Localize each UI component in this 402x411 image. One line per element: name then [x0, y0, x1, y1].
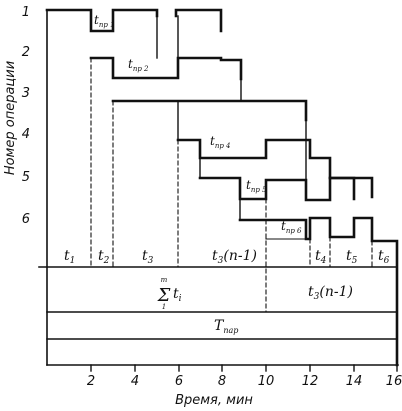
y-tick-6: 6 [22, 212, 30, 227]
y-tick-3: 3 [22, 86, 30, 101]
x-tick-12: 12 [302, 374, 319, 389]
row2-labels: m Σ 1 ti t3(n-1) [157, 276, 353, 311]
dashed-guides [90, 57, 373, 313]
x-tick-8: 8 [218, 374, 226, 389]
t-pr1-label: tпр 1 [94, 13, 115, 29]
x-tick-6: 6 [175, 374, 183, 389]
dimension-lines [38, 266, 398, 340]
op5-bar [198, 176, 356, 202]
row1-t2: t2 [98, 248, 110, 266]
row1-t5: t5 [346, 248, 358, 266]
sum-sign: Σ [157, 285, 171, 306]
x-tick-2: 2 [87, 374, 95, 389]
y-tick-4: 4 [22, 127, 30, 142]
sum-bottom: 1 [162, 303, 166, 311]
operation-links [156, 15, 307, 221]
x-tick-14: 14 [346, 374, 363, 389]
op1-bar-b [174, 8, 223, 33]
y-tick-labels: 1 2 3 4 5 6 [22, 5, 30, 227]
pro-labels: tпр 1 tпр 2 tпр 4 tпр 5 tпр 6 [94, 13, 302, 235]
row1-t3: t3 [142, 248, 154, 266]
y-axis-title: Номер операции [3, 61, 18, 175]
sum-top: m [161, 276, 168, 284]
row1-labels: t1 t2 t3 t3(n-1) t4 t5 t6 [64, 248, 390, 266]
y-tick-1: 1 [22, 5, 30, 20]
x-tick-16: 16 [386, 374, 402, 389]
row1-t1: t1 [64, 248, 75, 266]
t-pr2-label: tпр 2 [128, 57, 149, 73]
t-par: Tпар [214, 318, 238, 335]
x-tick-marks [90, 364, 398, 372]
op5-bar-b [328, 176, 374, 199]
x-axis-title: Время, мин [175, 393, 253, 408]
x-tick-10: 10 [258, 374, 275, 389]
y-tick-2: 2 [22, 45, 30, 60]
op2-bar [89, 56, 243, 81]
row1-t4: t4 [315, 248, 327, 266]
row2-t3-n1: t3(n-1) [308, 284, 353, 302]
x-tick-4: 4 [131, 374, 139, 389]
sum-term: ti [173, 286, 182, 304]
row3-label: Tпар [214, 318, 238, 335]
row1-t3-n1: t3(n-1) [212, 248, 257, 266]
pro-interval-marks [90, 30, 307, 240]
t-pr6-label: tпр 6 [281, 219, 302, 235]
t-pr4-label: tпр 4 [210, 134, 231, 150]
op3-bar [111, 99, 308, 122]
op4-bar [176, 138, 332, 180]
x-tick-labels: 2 4 6 8 10 12 14 16 [87, 374, 402, 389]
y-tick-5: 5 [22, 170, 30, 185]
row1-t6: t6 [378, 248, 390, 266]
t-pr5-label: tпр 5 [246, 178, 267, 194]
